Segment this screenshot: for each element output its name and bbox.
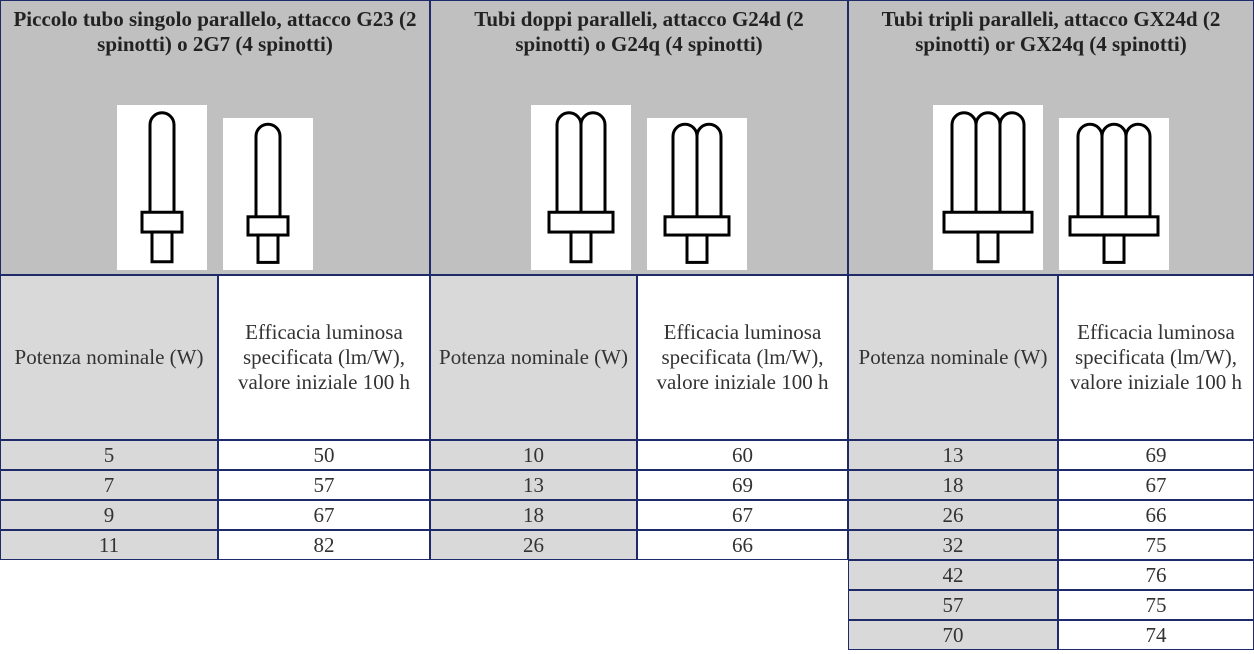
power-cell: 26	[848, 500, 1058, 530]
power-cell: 7	[0, 470, 218, 500]
efficacy-cell: 66	[637, 530, 848, 560]
column-header: Efficacia luminosa specificata (lm/W), v…	[637, 275, 848, 440]
column-header: Potenza nominale (W)	[430, 275, 637, 440]
lamp-image	[1059, 118, 1169, 270]
lamp-image	[933, 105, 1043, 270]
efficacy-cell: 67	[218, 500, 430, 530]
power-cell: 18	[848, 470, 1058, 500]
lamp-image	[531, 105, 631, 270]
power-cell: 9	[0, 500, 218, 530]
power-cell: 18	[430, 500, 637, 530]
power-cell: 10	[430, 440, 637, 470]
efficacy-cell: 67	[637, 500, 848, 530]
power-cell: 13	[430, 470, 637, 500]
column-header: Potenza nominale (W)	[848, 275, 1058, 440]
efficacy-cell: 57	[218, 470, 430, 500]
column-header: Efficacia luminosa specificata (lm/W), v…	[1058, 275, 1254, 440]
efficacy-cell: 74	[1058, 620, 1254, 650]
power-cell: 26	[430, 530, 637, 560]
power-cell: 32	[848, 530, 1058, 560]
efficacy-cell: 66	[1058, 500, 1254, 530]
efficacy-cell: 82	[218, 530, 430, 560]
column-header: Potenza nominale (W)	[0, 275, 218, 440]
power-cell: 70	[848, 620, 1058, 650]
group-title: Piccolo tubo singolo parallelo, attacco …	[0, 0, 430, 275]
lamp-image	[117, 105, 207, 270]
group-title: Tubi tripli paralleli, attacco GX24d (2 …	[848, 0, 1254, 275]
efficacy-cell: 69	[1058, 440, 1254, 470]
power-cell: 5	[0, 440, 218, 470]
efficacy-cell: 67	[1058, 470, 1254, 500]
power-cell: 57	[848, 590, 1058, 620]
lamp-image	[647, 118, 747, 270]
power-cell: 13	[848, 440, 1058, 470]
efficacy-cell: 60	[637, 440, 848, 470]
efficacy-cell: 69	[637, 470, 848, 500]
column-header: Efficacia luminosa specificata (lm/W), v…	[218, 275, 430, 440]
efficacy-cell: 75	[1058, 530, 1254, 560]
power-cell: 11	[0, 530, 218, 560]
efficacy-cell: 76	[1058, 560, 1254, 590]
group-title: Tubi doppi paralleli, attacco G24d (2 sp…	[430, 0, 848, 275]
efficacy-cell: 75	[1058, 590, 1254, 620]
efficacy-cell: 50	[218, 440, 430, 470]
power-cell: 42	[848, 560, 1058, 590]
lamp-image	[223, 118, 313, 270]
